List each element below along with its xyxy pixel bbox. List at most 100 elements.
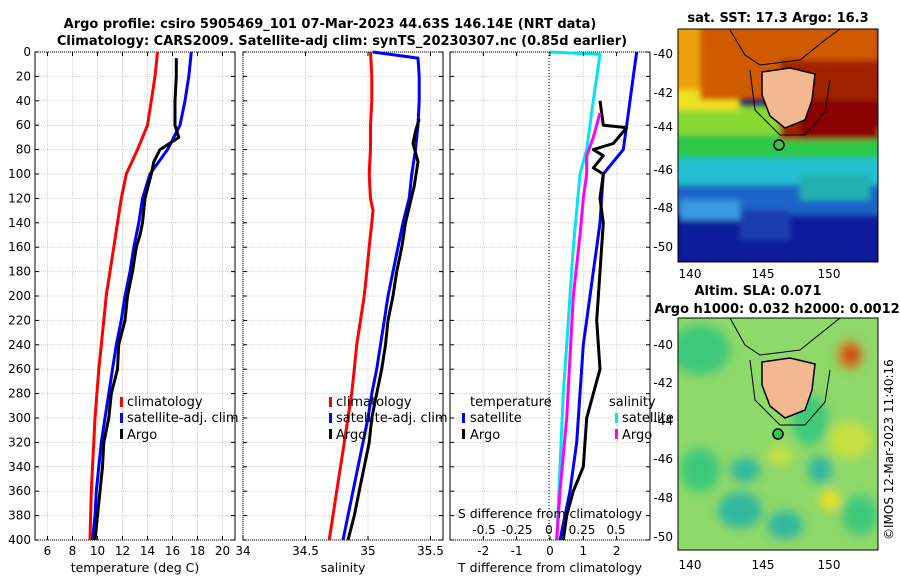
map1-y-tick-label: -42 xyxy=(653,86,673,100)
legend-label-s-argo: Argo xyxy=(622,428,652,443)
sst-map xyxy=(678,29,878,262)
x-tick-label: -1 xyxy=(511,544,523,558)
legend-title-temperature: temperature xyxy=(470,395,552,410)
y-tick-label: 20 xyxy=(16,69,31,83)
legend-label-t-satellite: satellite xyxy=(470,411,522,426)
y-tick-label: 280 xyxy=(8,387,31,401)
x-tick-label: 20 xyxy=(215,544,230,558)
temperature-legend: climatology satellite-adj. clim Argo xyxy=(120,395,239,443)
y-tick-label: 180 xyxy=(8,265,31,279)
x-tick-label: 35.5 xyxy=(417,544,444,558)
s-tick-label: 0.5 xyxy=(606,523,625,537)
map2-y-tick-label: -50 xyxy=(653,530,673,544)
map2-y-tick-label: -48 xyxy=(653,491,673,505)
s-difference-ticks: -0.5 -0.25 0 0.25 0.5 xyxy=(472,523,625,537)
map2-title-line2: Argo h1000: 0.032 h2000: 0.0012 xyxy=(654,302,899,317)
map1-y-tick-label: -46 xyxy=(653,163,673,177)
figure-title-line1: Argo profile: csiro 5905469_101 07-Mar-2… xyxy=(64,17,597,32)
y-tick-label: 220 xyxy=(8,313,31,327)
legend-label-t-argo: Argo xyxy=(470,428,500,443)
x-tick-label: 35 xyxy=(360,544,375,558)
salinity-xlabel: salinity xyxy=(321,560,366,575)
s-tick-label: 0.25 xyxy=(569,523,596,537)
x-tick-label: 16 xyxy=(165,544,180,558)
x-tick-label: 2 xyxy=(613,544,621,558)
map2-y-tick-label: -44 xyxy=(653,414,673,428)
x-tick-label: 34.5 xyxy=(292,544,319,558)
salinity-legend: climatology satellite-adj. clim Argo xyxy=(329,395,448,443)
legend-label-satellite: satellite-adj. clim xyxy=(336,411,448,426)
figure-title-line2: Climatology: CARS2009. Satellite-adj cli… xyxy=(57,34,627,49)
x-tick-label: 14 xyxy=(140,544,155,558)
map-ticks: 140 140 145 145 150 150 -40 -40 -42 -42 -44 -44 -46 -… xyxy=(653,47,840,572)
series-line-climatology xyxy=(88,51,159,541)
x-tick-label: 1 xyxy=(580,544,588,558)
legend-swatch-s-argo xyxy=(615,429,618,439)
difference-legend-temperature: temperature satellite Argo xyxy=(462,395,552,443)
map1-y-tick-label: -44 xyxy=(653,120,673,134)
map1-y-tick-label: -40 xyxy=(653,47,673,61)
map1-y-tick-label: -50 xyxy=(653,240,673,254)
y-tick-label: 400 xyxy=(8,533,31,547)
y-tick-label: 40 xyxy=(16,94,31,108)
legend-label-s-satellite: satellite xyxy=(622,411,674,426)
series-line-s-satellite xyxy=(549,50,602,541)
x-tick-label: 12 xyxy=(115,544,130,558)
x-tick-label: 0 xyxy=(546,544,554,558)
series-line-argo xyxy=(93,58,181,541)
legend-label-argo: Argo xyxy=(127,428,157,443)
y-tick-label: 360 xyxy=(8,484,31,498)
series-line-satellite-adj-clim xyxy=(341,50,421,541)
sst-map-frame xyxy=(677,28,879,263)
timestamp: ©IMOS 12-Mar-2023 11:40:16 xyxy=(882,359,896,540)
series-layer xyxy=(88,50,639,541)
legend-swatch-climatology xyxy=(329,397,332,407)
s-tick-label: -0.5 xyxy=(472,523,495,537)
legend-label-climatology: climatology xyxy=(127,395,203,410)
map2-title-line1: Altim. SLA: 0.071 xyxy=(695,284,822,299)
map1-title: sat. SST: 17.3 Argo: 16.3 xyxy=(687,11,868,26)
map1-x-tick-label: 140 xyxy=(679,267,702,281)
tick-layer: 0204060801001201401601802002202402602803… xyxy=(8,45,650,558)
grid-layer xyxy=(35,51,650,541)
map1-y-tick-label: -48 xyxy=(653,201,673,215)
difference-xlabel: T difference from climatology xyxy=(457,560,643,575)
sla-map xyxy=(678,318,878,550)
map2-x-tick-label: 150 xyxy=(818,558,841,572)
y-tick-label: 120 xyxy=(8,191,31,205)
y-tick-label: 0 xyxy=(23,45,31,59)
series-line-t-argo xyxy=(561,100,629,541)
legend-label-satellite: satellite-adj. clim xyxy=(127,411,239,426)
y-tick-label: 380 xyxy=(8,509,31,523)
sla-map-frame xyxy=(677,317,879,551)
legend-swatch-satellite xyxy=(329,413,332,423)
y-tick-label: 200 xyxy=(8,289,31,303)
map1-x-tick-label: 145 xyxy=(752,267,775,281)
legend-label-climatology: climatology xyxy=(336,395,412,410)
x-tick-label: 34 xyxy=(235,544,250,558)
y-tick-label: 60 xyxy=(16,118,31,132)
series-line-argo xyxy=(346,118,421,541)
legend-swatch-satellite xyxy=(120,413,123,423)
map2-y-tick-label: -42 xyxy=(653,376,673,390)
y-tick-label: 140 xyxy=(8,216,31,230)
y-tick-label: 100 xyxy=(8,167,31,181)
legend-title-salinity: salinity xyxy=(609,395,656,410)
legend-swatch-climatology xyxy=(120,397,123,407)
s-tick-label: -0.25 xyxy=(501,523,532,537)
y-tick-label: 240 xyxy=(8,338,31,352)
legend-swatch-t-satellite xyxy=(462,413,465,423)
y-tick-label: 300 xyxy=(8,411,31,425)
series-line-satellite-adj-clim xyxy=(91,51,193,541)
difference-legend-salinity: salinity satellite Argo xyxy=(609,395,674,443)
y-tick-label: 80 xyxy=(16,143,31,157)
map2-x-tick-label: 145 xyxy=(752,558,775,572)
series-line-s-argo xyxy=(555,112,602,541)
y-tick-label: 340 xyxy=(8,460,31,474)
legend-swatch-s-satellite xyxy=(615,413,618,423)
map2-y-tick-label: -46 xyxy=(653,452,673,466)
x-tick-label: 10 xyxy=(90,544,105,558)
difference-xlabel2: S difference from climatology xyxy=(458,506,643,521)
legend-label-argo: Argo xyxy=(336,428,366,443)
